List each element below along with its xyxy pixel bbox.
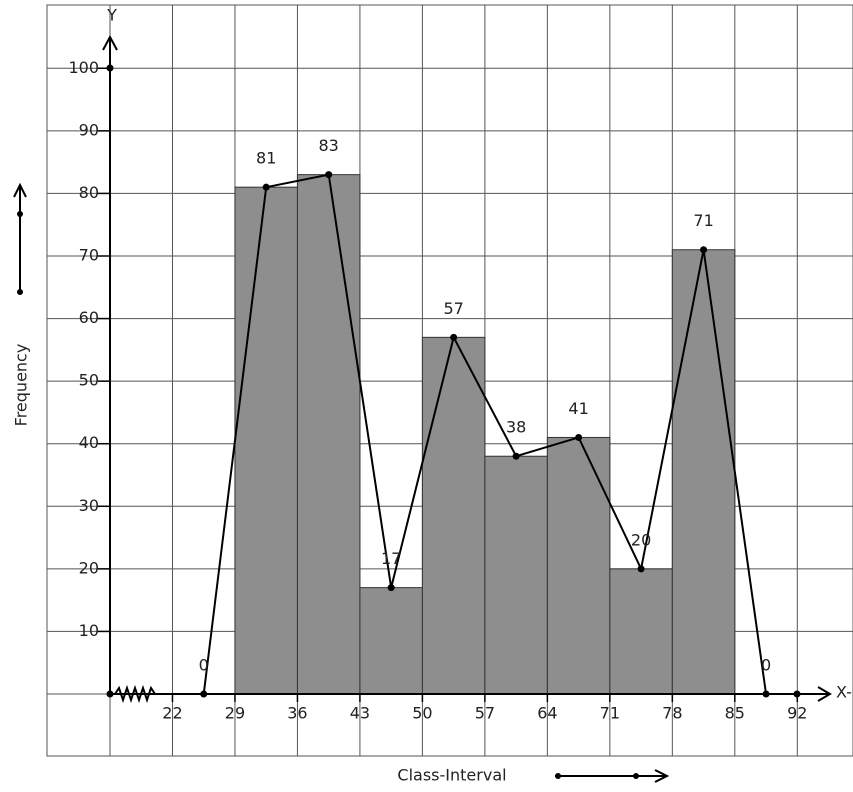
x-axis-title: Class-Interval xyxy=(397,766,506,785)
polygon-point xyxy=(575,433,583,441)
x-tick-label: 50 xyxy=(412,704,432,723)
y-axis-title: Frequency xyxy=(12,344,31,427)
x-axis-name: X- xyxy=(836,683,852,702)
bars xyxy=(234,174,736,695)
polygon-point xyxy=(262,183,270,191)
arrow-dot xyxy=(555,773,561,779)
data-label: 83 xyxy=(319,136,339,155)
bar xyxy=(484,455,548,695)
bar xyxy=(359,587,423,695)
data-label: 41 xyxy=(568,399,588,418)
y-tick-label: 50 xyxy=(79,371,99,390)
x-tick-label: 71 xyxy=(600,704,620,723)
bar xyxy=(234,186,298,695)
y-tick-label: 60 xyxy=(79,308,99,327)
frequency-polygon xyxy=(202,173,768,695)
axis-break xyxy=(114,684,156,704)
polygon-point xyxy=(325,171,333,179)
bar xyxy=(546,436,611,695)
data-label: 0 xyxy=(199,656,209,675)
bar xyxy=(296,174,361,695)
x-tick-label: 36 xyxy=(287,704,307,723)
x-tick-label: 64 xyxy=(537,704,557,723)
polygon-point xyxy=(387,584,395,592)
y-tick-label: 20 xyxy=(79,558,99,577)
arrow-dot xyxy=(17,289,23,295)
x-tick-label: 22 xyxy=(162,704,182,723)
data-label: 38 xyxy=(506,418,526,437)
data-label: 81 xyxy=(256,149,276,168)
x-tick-label: 43 xyxy=(350,704,370,723)
x-title-arrow xyxy=(555,769,670,783)
y-tick-label: 80 xyxy=(79,183,99,202)
bar xyxy=(671,249,736,695)
y-tick-label: 100 xyxy=(68,58,99,77)
polygon-point xyxy=(450,333,458,341)
polygon-point xyxy=(200,690,208,698)
y-tick-label: 10 xyxy=(79,621,99,640)
x-tick-label: 29 xyxy=(225,704,245,723)
x-tick-label: 57 xyxy=(475,704,495,723)
bar xyxy=(609,568,673,695)
arrow-dot xyxy=(17,211,23,217)
origin-dot xyxy=(106,690,114,698)
data-label: 57 xyxy=(443,299,463,318)
x-tick-label: 78 xyxy=(662,704,682,723)
bar xyxy=(421,336,486,695)
polygon-point xyxy=(637,565,645,573)
y-title-arrow xyxy=(13,182,27,292)
data-label: 17 xyxy=(381,549,401,568)
polygon-point xyxy=(512,452,520,460)
polygon-point xyxy=(762,690,770,698)
x-tick-label: 92 xyxy=(787,704,807,723)
arrow-dot xyxy=(633,773,639,779)
y-tick-label: 70 xyxy=(79,246,99,265)
y-tick-label: 40 xyxy=(79,433,99,452)
y-tick-label: 90 xyxy=(79,120,99,139)
data-label: 71 xyxy=(693,211,713,230)
y-axis-name: Y xyxy=(106,6,117,25)
x-tick-label: 85 xyxy=(725,704,745,723)
data-label: 20 xyxy=(631,530,651,549)
polygon-point xyxy=(700,246,708,254)
y-tick-label: 30 xyxy=(79,496,99,515)
y-arrow xyxy=(102,34,118,51)
data-label: 0 xyxy=(761,656,771,675)
x-arrow xyxy=(817,686,832,702)
